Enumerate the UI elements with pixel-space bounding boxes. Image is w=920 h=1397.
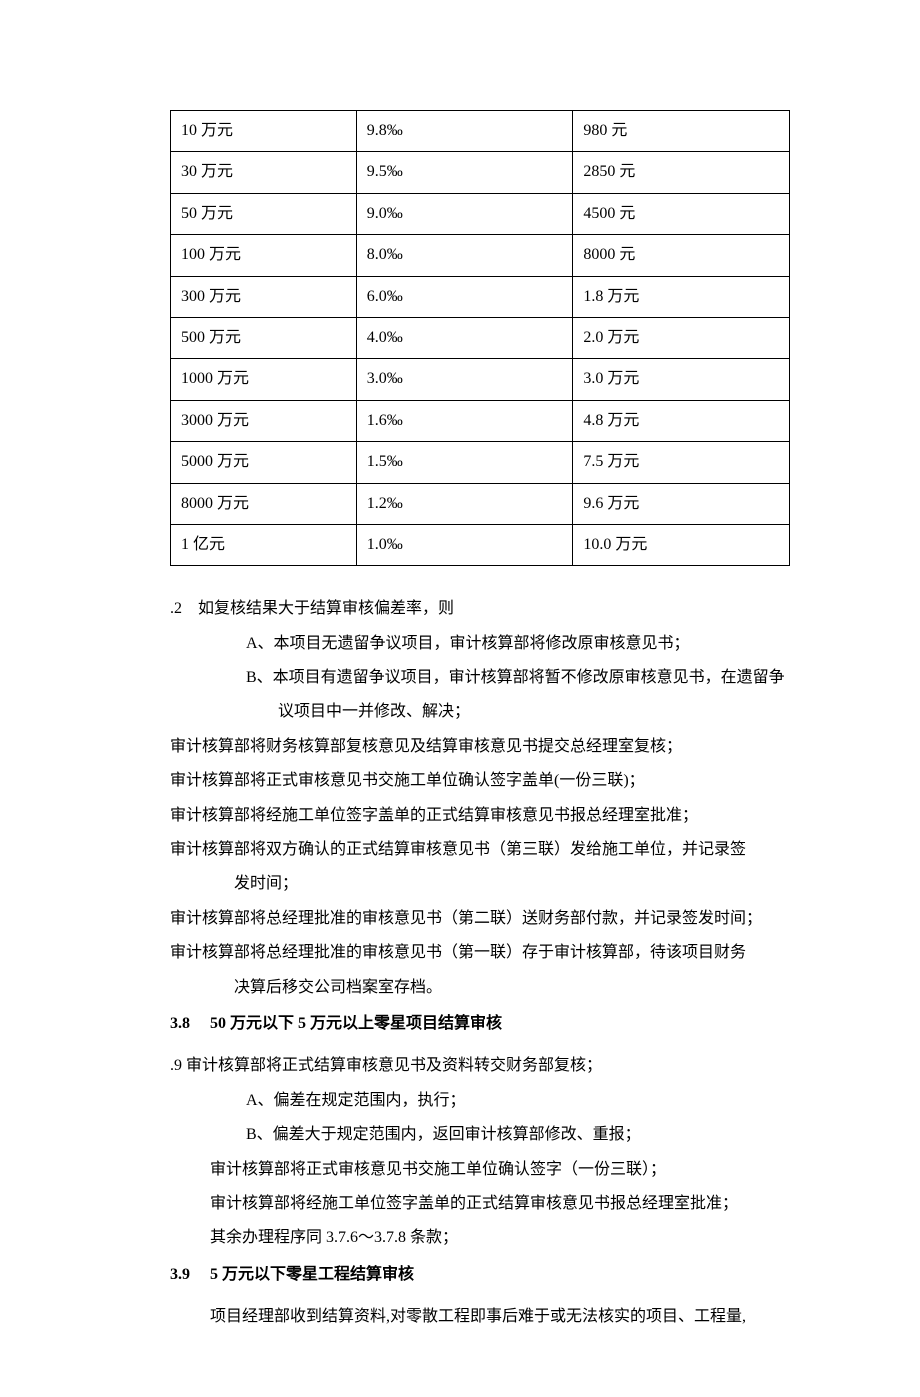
table-cell: 8.0‰ xyxy=(356,235,573,276)
table-row: 10 万元9.8‰980 元 xyxy=(171,111,790,152)
table-cell: 9.6 万元 xyxy=(573,483,790,524)
table-row: 1000 万元3.0‰3.0 万元 xyxy=(171,359,790,400)
paragraph: 审计核算部将正式审核意见书交施工单位确认签字（一份三联）； xyxy=(170,1155,790,1185)
table-cell: 10.0 万元 xyxy=(573,524,790,565)
table-cell: 1.6‰ xyxy=(356,400,573,441)
heading-3-9: 3.9 5 万元以下零星工程结算审核 xyxy=(170,1260,790,1290)
table-row: 50 万元9.0‰4500 元 xyxy=(171,193,790,234)
rate-table: 10 万元9.8‰980 元 30 万元9.5‰2850 元 50 万元9.0‰… xyxy=(170,110,790,566)
paragraph: 审计核算部将双方确认的正式结算审核意见书（第三联）发给施工单位，并记录签 xyxy=(170,835,790,865)
table-cell: 1.5‰ xyxy=(356,442,573,483)
table-row: 30 万元9.5‰2850 元 xyxy=(171,152,790,193)
table-cell: 6.0‰ xyxy=(356,276,573,317)
paragraph-cont: 发时间； xyxy=(170,869,790,899)
clause-2-lead: .2 如复核结果大于结算审核偏差率，则 xyxy=(170,594,790,624)
table-cell: 2850 元 xyxy=(573,152,790,193)
table-cell: 50 万元 xyxy=(171,193,357,234)
table-cell: 4.0‰ xyxy=(356,317,573,358)
paragraph: 审计核算部将总经理批准的审核意见书（第一联）存于审计核算部，待该项目财务 xyxy=(170,938,790,968)
table-cell: 4.8 万元 xyxy=(573,400,790,441)
paragraph-cont: 决算后移交公司档案室存档。 xyxy=(170,973,790,1003)
table-row: 100 万元8.0‰8000 元 xyxy=(171,235,790,276)
table-cell: 1.0‰ xyxy=(356,524,573,565)
table-cell: 30 万元 xyxy=(171,152,357,193)
table-cell: 2.0 万元 xyxy=(573,317,790,358)
table-row: 500 万元4.0‰2.0 万元 xyxy=(171,317,790,358)
table-cell: 4500 元 xyxy=(573,193,790,234)
table-cell: 3000 万元 xyxy=(171,400,357,441)
table-cell: 1.2‰ xyxy=(356,483,573,524)
table-cell: 1.8 万元 xyxy=(573,276,790,317)
clause-9-lead: .9 审计核算部将正式结算审核意见书及资料转交财务部复核； xyxy=(170,1051,790,1081)
table-cell: 3.0‰ xyxy=(356,359,573,400)
paragraph: 审计核算部将经施工单位签字盖单的正式结算审核意见书报总经理室批准； xyxy=(170,1189,790,1219)
paragraph: 审计核算部将正式审核意见书交施工单位确认签字盖单(一份三联)； xyxy=(170,766,790,796)
table-cell: 9.8‰ xyxy=(356,111,573,152)
table-row: 8000 万元1.2‰9.6 万元 xyxy=(171,483,790,524)
document-page: 10 万元9.8‰980 元 30 万元9.5‰2850 元 50 万元9.0‰… xyxy=(0,0,920,1397)
clause-2-b-cont: 议项目中一并修改、解决； xyxy=(170,697,790,727)
table-row: 1 亿元1.0‰10.0 万元 xyxy=(171,524,790,565)
table-cell: 9.5‰ xyxy=(356,152,573,193)
paragraph: 审计核算部将经施工单位签字盖单的正式结算审核意见书报总经理室批准； xyxy=(170,801,790,831)
table-cell: 8000 万元 xyxy=(171,483,357,524)
clause-2-b: B、本项目有遗留争议项目，审计核算部将暂不修改原审核意见书，在遗留争 xyxy=(170,663,790,693)
table-cell: 500 万元 xyxy=(171,317,357,358)
table-cell: 5000 万元 xyxy=(171,442,357,483)
heading-3-8: 3.8 50 万元以下 5 万元以上零星项目结算审核 xyxy=(170,1009,790,1039)
table-cell: 1 亿元 xyxy=(171,524,357,565)
table-cell: 7.5 万元 xyxy=(573,442,790,483)
paragraph: 审计核算部将总经理批准的审核意见书（第二联）送财务部付款，并记录签发时间； xyxy=(170,904,790,934)
table-cell: 100 万元 xyxy=(171,235,357,276)
clause-2-a: A、本项目无遗留争议项目，审计核算部将修改原审核意见书； xyxy=(170,629,790,659)
paragraph: 项目经理部收到结算资料,对零散工程即事后难于或无法核实的项目、工程量, xyxy=(170,1302,790,1332)
table-cell: 980 元 xyxy=(573,111,790,152)
clause-9-a: A、偏差在规定范围内，执行； xyxy=(170,1086,790,1116)
table-row: 300 万元6.0‰1.8 万元 xyxy=(171,276,790,317)
clause-9-b: B、偏差大于规定范围内，返回审计核算部修改、重报； xyxy=(170,1120,790,1150)
paragraph: 其余办理程序同 3.7.6～3.7.8 条款； xyxy=(170,1223,790,1253)
table-cell: 300 万元 xyxy=(171,276,357,317)
table-cell: 10 万元 xyxy=(171,111,357,152)
table-cell: 8000 元 xyxy=(573,235,790,276)
paragraph: 审计核算部将财务核算部复核意见及结算审核意见书提交总经理室复核； xyxy=(170,732,790,762)
table-row: 5000 万元1.5‰7.5 万元 xyxy=(171,442,790,483)
table-cell: 9.0‰ xyxy=(356,193,573,234)
table-cell: 1000 万元 xyxy=(171,359,357,400)
table-cell: 3.0 万元 xyxy=(573,359,790,400)
table-row: 3000 万元1.6‰4.8 万元 xyxy=(171,400,790,441)
